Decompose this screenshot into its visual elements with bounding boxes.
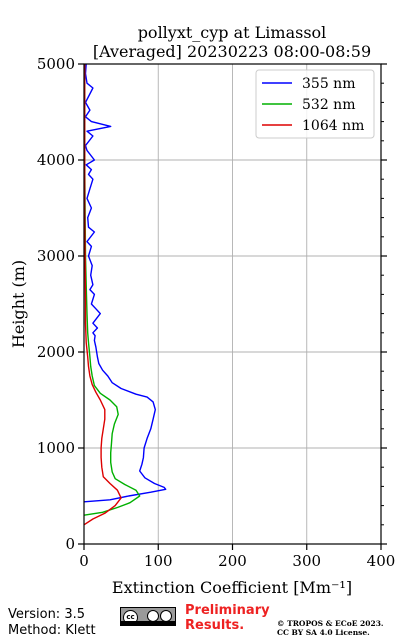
version-text: Version: 3.5 [8, 607, 85, 622]
series-lines [83, 63, 167, 526]
x-tick-label: 300 [292, 552, 321, 570]
y-tick-label: 3000 [37, 247, 75, 265]
preliminary-line2: Results. [185, 618, 245, 633]
series-line-355-nm [83, 63, 167, 503]
x-axis-label: Extinction Coefficient [Mm⁻¹] [112, 578, 352, 597]
cc-license-badge: cc [120, 607, 176, 626]
legend-label: 532 nm [302, 97, 355, 113]
series-line-1064-nm [83, 64, 122, 526]
legend: 355 nm 532 nm 1064 nm [255, 69, 375, 139]
x-tick-label: 0 [79, 552, 89, 570]
y-tick-label: 4000 [37, 151, 75, 169]
x-tick-label: 100 [144, 552, 173, 570]
x-tick-label: 400 [367, 552, 396, 570]
copyright-line2: CC BY SA 4.0 License. [277, 628, 370, 637]
method-text: Method: Klett [8, 623, 96, 638]
preliminary-note: Preliminary Results. [185, 603, 270, 633]
copyright-note: © TROPOS & ECoE 2023. CC BY SA 4.0 Licen… [277, 619, 384, 637]
chart-title-line2: [Averaged] 20230223 08:00-08:59 [93, 42, 371, 61]
copyright-line1: © TROPOS & ECoE 2023. [277, 619, 384, 628]
y-tick-label: 1000 [37, 439, 75, 457]
x-tick-label: 200 [218, 552, 247, 570]
y-tick-label: 2000 [37, 343, 75, 361]
y-tick-label: 5000 [37, 55, 75, 73]
grid-lines [84, 64, 381, 544]
y-axis-label: Height (m) [9, 260, 28, 348]
series-line-532-nm [83, 64, 141, 516]
legend-label: 355 nm [302, 76, 355, 92]
chart-title-line1: pollyxt_cyp at Limassol [138, 23, 327, 42]
y-tick-label: 0 [65, 535, 75, 553]
legend-label: 1064 nm [302, 118, 364, 134]
badge-strip [121, 621, 175, 625]
preliminary-line1: Preliminary [185, 603, 270, 618]
legend-box [255, 69, 375, 139]
